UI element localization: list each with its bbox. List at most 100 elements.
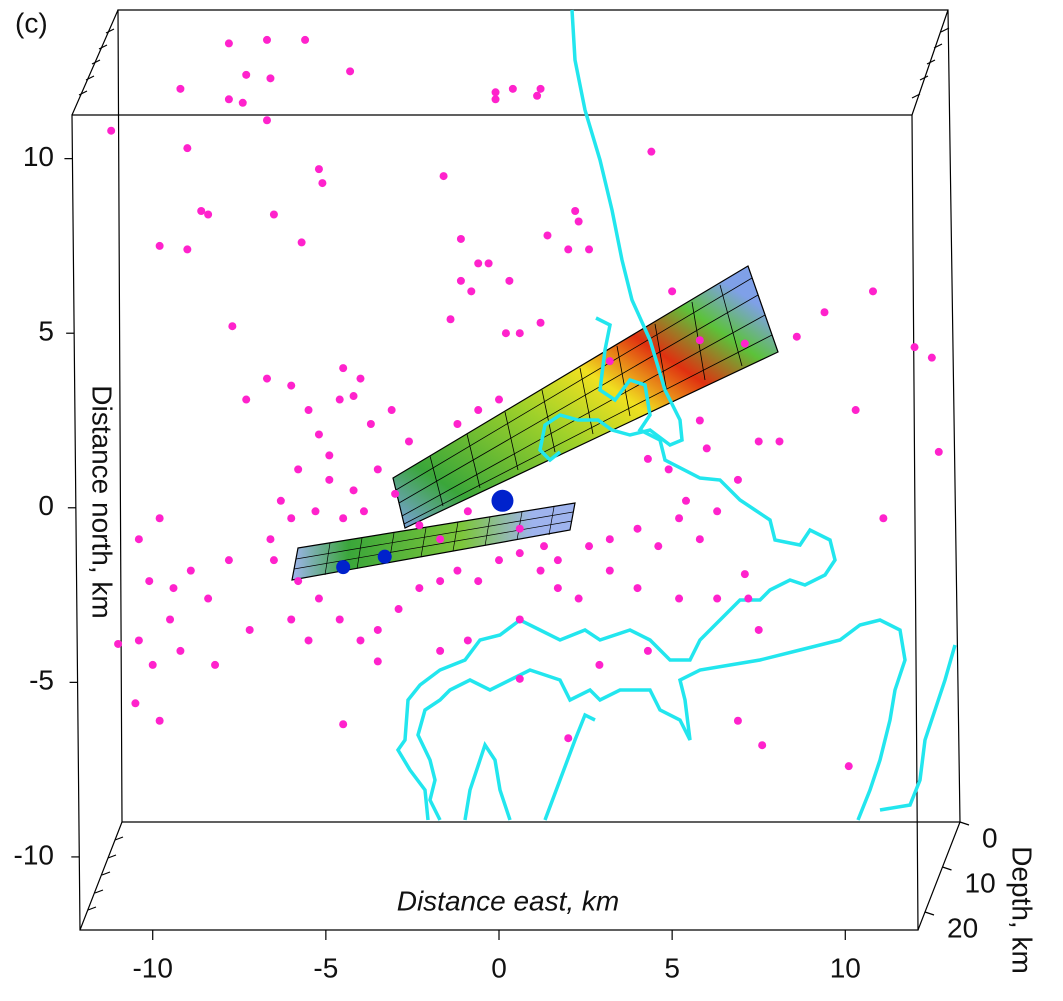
earthquake [453, 566, 462, 575]
earthquake [740, 339, 749, 348]
earthquake [287, 514, 296, 523]
earthquake [543, 231, 552, 240]
x-tick-label: 10 [830, 952, 861, 983]
earthquake [301, 35, 310, 44]
earthquake [675, 594, 684, 603]
earthquake [868, 287, 877, 296]
earthquake [339, 720, 348, 729]
earthquake [436, 535, 445, 544]
earthquake [536, 84, 545, 93]
earthquake [297, 238, 306, 247]
earthquake [325, 475, 334, 484]
earthquake [643, 646, 652, 655]
x-tick-label: -5 [313, 952, 338, 983]
panel-label: (c) [15, 7, 48, 38]
earthquake [325, 451, 334, 460]
earthquake [456, 234, 465, 243]
earthquake [391, 489, 400, 498]
earthquake [585, 542, 594, 551]
earthquake [713, 507, 722, 516]
earthquake [934, 447, 943, 456]
earthquake [536, 318, 545, 327]
earthquake [262, 116, 271, 125]
earthquake [495, 395, 503, 404]
earthquake [605, 357, 614, 366]
earthquake [744, 594, 753, 603]
earthquake [484, 259, 493, 268]
earthquake [339, 364, 348, 373]
earthquake [467, 287, 476, 296]
earthquake [713, 594, 722, 603]
earthquake [851, 406, 860, 415]
earthquake [224, 556, 233, 565]
earthquake [668, 287, 677, 296]
hypocenter [377, 549, 392, 564]
earthquake [346, 67, 355, 76]
earthquake [304, 406, 313, 415]
earthquake [183, 245, 192, 254]
earthquake [314, 165, 323, 174]
earthquake [927, 353, 936, 362]
earthquake [197, 207, 206, 216]
x-tick-label: 5 [664, 952, 680, 983]
earthquake [533, 91, 542, 100]
x-tick-label: 0 [491, 952, 507, 983]
earthquake [505, 276, 514, 285]
earthquake [574, 594, 583, 603]
earthquake [204, 210, 213, 219]
y-tick-label: 10 [23, 141, 54, 172]
earthquake [359, 507, 368, 516]
earthquake [605, 535, 614, 544]
earthquake [269, 556, 278, 565]
z-tick [959, 821, 970, 826]
z-axis-label: Depth, km [1007, 846, 1038, 974]
earthquake [294, 465, 303, 474]
earthquake [176, 84, 185, 93]
earthquake [387, 406, 396, 415]
earthquake [318, 179, 327, 188]
earthquake [266, 535, 275, 544]
earthquake [463, 636, 472, 645]
earthquake [508, 84, 517, 93]
earthquake [495, 556, 503, 565]
earthquake [366, 419, 375, 428]
earthquake [491, 95, 500, 104]
y-axis-label: Distance north, km [87, 385, 118, 618]
earthquake [335, 615, 344, 624]
earthquake [515, 615, 524, 624]
earthquake [647, 147, 656, 156]
earthquake [474, 259, 483, 268]
earthquake [733, 716, 742, 725]
earthquake [373, 625, 382, 634]
earthquake [540, 542, 549, 551]
earthquake [775, 437, 784, 446]
earthquake [314, 594, 323, 603]
earthquake [166, 615, 175, 624]
earthquake [228, 322, 237, 331]
earthquake [311, 507, 320, 516]
earthquake [242, 395, 251, 404]
earthquake [758, 741, 767, 750]
earthquake [754, 625, 763, 634]
earthquake [415, 521, 424, 530]
earthquake [242, 70, 251, 79]
fault-planes [291, 265, 779, 581]
earthquake [335, 395, 344, 404]
earthquake [675, 514, 684, 523]
earthquake [169, 584, 178, 593]
earthquake [238, 98, 247, 107]
earthquake [176, 646, 185, 655]
earthquake [564, 245, 573, 254]
earthquake [349, 486, 358, 495]
earthquake [910, 343, 919, 352]
earthquake [373, 657, 382, 666]
earthquake [633, 524, 642, 533]
earthquake [183, 144, 192, 153]
earthquake [695, 535, 704, 544]
earthquake [294, 577, 303, 586]
x-axis-label: Distance east, km [397, 885, 620, 916]
earthquake [148, 660, 157, 669]
earthquake [304, 636, 313, 645]
earthquake [515, 674, 524, 683]
earthquake [605, 566, 614, 575]
